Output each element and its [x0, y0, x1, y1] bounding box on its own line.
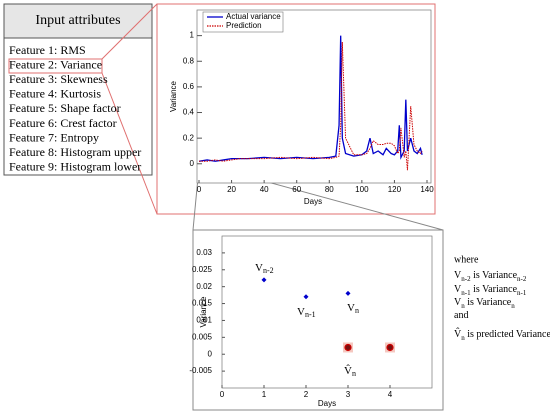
where-text: is Variance	[465, 297, 512, 308]
point-annotation: Vn	[347, 302, 359, 315]
x-axis-label: Days	[318, 399, 336, 408]
x-tick-label: 100	[355, 185, 369, 194]
annotation-text: V	[297, 306, 305, 318]
y-tick-label: 1	[190, 31, 195, 40]
point	[386, 343, 394, 352]
y-tick-label: 0.015	[192, 299, 213, 308]
point	[303, 294, 309, 300]
table-row: Feature 6: Crest factor	[9, 116, 117, 130]
point	[344, 343, 352, 352]
table-row: Feature 8: Histogram upper	[9, 145, 141, 159]
x-tick-label: 80	[325, 185, 334, 194]
highlight-box	[8, 58, 103, 74]
subscript: n-2	[461, 275, 471, 283]
subscript: n-1	[461, 289, 471, 297]
table-row: Feature 7: Entropy	[9, 130, 99, 144]
annotation-text: V̂	[344, 363, 352, 376]
table-header	[3, 3, 153, 39]
annotation-text: V	[255, 262, 263, 274]
x-tick-label: 0	[220, 390, 225, 399]
x-tick-label: 3	[346, 390, 351, 399]
point-annotation: Vn-2	[255, 262, 274, 275]
y-tick-label: 0.4	[183, 108, 195, 117]
point	[261, 277, 267, 283]
y-tick-label: 0.02	[196, 282, 212, 291]
x-tick-label: 140	[420, 185, 434, 194]
where-title: where	[454, 254, 479, 265]
subscript: n	[461, 334, 465, 342]
line-series	[199, 42, 423, 171]
connector	[101, 72, 158, 215]
subscript: n-2	[517, 275, 527, 283]
table-row: Feature 9: Histogram lower	[9, 160, 141, 174]
where-text: V̂	[454, 327, 462, 340]
where-text: V	[454, 270, 462, 281]
subscript: n	[511, 302, 515, 310]
table-row: Feature 3: Skewness	[9, 72, 108, 86]
y-axis-label: Variance	[169, 80, 178, 112]
y-tick-label: 0.01	[196, 316, 212, 325]
where-text: is Variance	[471, 284, 518, 295]
subscript: n	[461, 302, 465, 310]
subscript: n	[352, 369, 356, 378]
where-text: is predicted Variance	[465, 329, 550, 340]
where-line: Vn-2 is Variancen-2	[454, 270, 527, 282]
point-annotation: V̂n	[344, 363, 356, 377]
subscript: n-1	[305, 310, 316, 319]
annotation-text: V	[347, 302, 355, 314]
point-annotation: Vn-1	[297, 306, 316, 319]
x-tick-label: 40	[260, 185, 269, 194]
where-line: Vn-1 is Variancen-1	[454, 284, 527, 296]
y-tick-label: 0	[208, 349, 213, 358]
legend-label: Actual variance	[226, 12, 281, 21]
connector	[101, 3, 158, 60]
where-text: V	[454, 297, 462, 308]
table-row: Feature 2: Variance	[9, 57, 102, 71]
x-tick-label: 20	[227, 185, 236, 194]
y-tick-label: 0.2	[183, 133, 195, 142]
x-tick-label: 60	[292, 185, 301, 194]
where-text: is Variance	[471, 270, 518, 281]
table-title: Input attributes	[35, 13, 120, 28]
y-tick-label: 0.03	[196, 248, 212, 257]
x-tick-label: 2	[304, 390, 309, 399]
x-tick-label: 120	[388, 185, 402, 194]
where-line: V̂n is predicted Variancen	[454, 327, 550, 341]
y-axis-label: Variance	[199, 296, 208, 328]
where-text: and	[454, 310, 468, 321]
y-tick-label: 0	[190, 159, 195, 168]
where-line: and	[454, 310, 468, 321]
subscript: n-1	[517, 289, 527, 297]
x-tick-label: 1	[262, 390, 267, 399]
point	[345, 290, 351, 296]
y-tick-label: 0.005	[192, 332, 213, 341]
y-tick-label: 0.8	[183, 56, 195, 65]
table-row: Feature 5: Shape factor	[9, 101, 121, 115]
y-tick-label: -0.005	[189, 366, 212, 375]
table-row: Feature 4: Kurtosis	[9, 87, 101, 101]
y-tick-label: 0.025	[192, 265, 213, 274]
subscript: n	[355, 306, 359, 315]
x-tick-label: 0	[197, 185, 202, 194]
table-row: Feature 1: RMS	[9, 43, 86, 57]
x-tick-label: 4	[388, 390, 393, 399]
legend-label: Prediction	[226, 21, 262, 30]
where-text: V	[454, 284, 462, 295]
line-series	[198, 35, 423, 162]
x-axis-label: Days	[304, 197, 322, 206]
plot-area	[221, 235, 433, 389]
y-tick-label: 0.6	[183, 82, 195, 91]
where-line: Vn is Variancen	[454, 297, 515, 309]
subscript: n-2	[263, 266, 274, 275]
